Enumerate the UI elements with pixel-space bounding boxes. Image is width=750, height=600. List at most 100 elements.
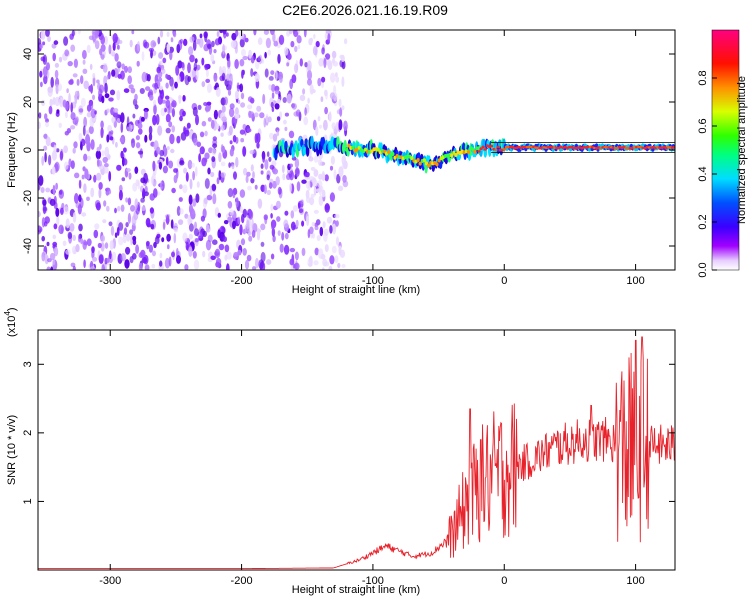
spectrogram-noise-blob (256, 105, 262, 112)
spectrogram-noise-blob (272, 32, 276, 43)
spectrogram-noise-blob (104, 82, 108, 94)
spectrogram-noise-blob (150, 40, 156, 48)
spectrogram-noise-blob (275, 200, 281, 209)
spectrogram-noise-blob (271, 92, 275, 99)
spectrogram-noise-blob (195, 166, 198, 177)
spectrogram-noise-blob (206, 83, 212, 93)
spectrogram-noise-blob (40, 30, 46, 40)
spectrogram-noise-blob (159, 85, 164, 91)
spectrogram-noise-blob (45, 187, 51, 193)
spectrogram-noise-blob (284, 112, 289, 117)
spectrogram-noise-blob (188, 46, 194, 56)
spectrogram-noise-blob (43, 134, 48, 139)
spectrogram-noise-blob (257, 37, 263, 45)
spectrogram-noise-blob (42, 203, 47, 215)
spectrogram-noise-blob (324, 106, 328, 115)
spectrogram-noise-blob (226, 251, 232, 260)
spectrogram-noise-blob (41, 99, 46, 107)
spectrogram-noise-blob (227, 201, 233, 209)
spectrogram-noise-blob (140, 197, 145, 203)
spectrogram-noise-blob (193, 62, 198, 71)
spectrogram-noise-blob (327, 33, 331, 43)
spectrogram-noise-blob (165, 82, 169, 89)
spectrogram-noise-blob (95, 202, 101, 211)
spectrogram-noise-blob (103, 200, 107, 207)
spectrogram-noise-blob (272, 168, 279, 175)
spectrogram-noise-blob (103, 167, 109, 174)
spectrogram-noise-blob (241, 69, 244, 79)
spectrogram-noise-blob (158, 161, 163, 170)
spectrogram-noise-blob (72, 265, 76, 270)
spectrogram-noise-blob (213, 73, 218, 82)
spectrogram-noise-blob (299, 94, 306, 102)
spectrogram-noise-blob (250, 164, 254, 172)
spectrogram-noise-blob (82, 68, 88, 75)
spectrogram-noise-blob (343, 120, 348, 132)
spectrogram-noise-blob (270, 70, 275, 75)
spectrogram-noise-blob (276, 216, 281, 222)
spectrogram-noise-blob (52, 258, 56, 266)
spectrogram-noise-blob (248, 235, 253, 242)
spectrogram-noise-blob (219, 30, 224, 34)
spectrogram-noise-blob (134, 93, 138, 101)
spectrogram-noise-blob (117, 205, 121, 212)
spectrogram-core-blob (351, 145, 355, 150)
spectrogram-noise-blob (216, 30, 220, 38)
spectrogram-noise-blob (226, 73, 230, 81)
spectrogram-noise-blob (179, 208, 184, 215)
spectrogram-noise-blob (247, 185, 252, 191)
spectrogram-noise-blob (256, 228, 261, 239)
spectrogram-noise-blob (299, 58, 303, 67)
spectrogram-noise-blob (86, 196, 90, 201)
spectrogram-noise-blob (138, 128, 143, 135)
spectrogram-core-blob (416, 158, 420, 162)
spectrogram-core-blob (475, 146, 479, 151)
spectrogram-noise-blob (256, 142, 260, 149)
spectrogram-noise-blob (140, 249, 146, 258)
spectrogram-noise-blob (248, 210, 254, 220)
spectrogram-noise-blob (120, 112, 125, 124)
spectrogram-noise-blob (242, 208, 247, 218)
colorbar-ticks: 0.0 0.2 0.4 0.6 0.8 (697, 70, 717, 278)
spectrogram-noise-blob (220, 144, 224, 153)
spectrogram-noise-blob (210, 54, 215, 62)
spectrogram-noise-blob (263, 117, 267, 128)
spectrogram-noise-blob (169, 50, 173, 61)
spectrogram-noise-blob (171, 85, 175, 91)
spectrogram-noise-blob (149, 94, 154, 101)
spectrogram-noise-blob (53, 40, 59, 45)
spectrogram-noise-blob (295, 219, 299, 228)
spectrogram-noise-blob (268, 76, 274, 81)
spectrogram-noise-blob (77, 30, 81, 35)
spectrogram-noise-blob (189, 54, 195, 63)
spectrogram-noise-blob (178, 95, 182, 100)
spectrogram-noise-blob (114, 232, 118, 239)
spectrogram-noise-blob (268, 84, 272, 91)
spectrogram-noise-blob (67, 61, 73, 67)
spectrogram-noise-blob (166, 31, 170, 37)
spectrogram-ylabel: Frequency (Hz) (6, 112, 18, 188)
spectrogram-noise-blob (204, 178, 210, 189)
spectrogram-noise-blob (171, 108, 175, 118)
spectrogram-core-blob (466, 150, 471, 154)
spectrogram-noise-blob (51, 150, 58, 161)
spectrogram-noise-blob (68, 158, 72, 168)
snr-xtick-label: -300 (99, 575, 121, 587)
spectrogram-noise-blob (287, 52, 292, 61)
spectrogram-noise-blob (308, 156, 314, 162)
spectrogram-noise-blob (130, 205, 136, 212)
spectrogram-noise-blob (173, 233, 177, 244)
spectrogram-noise-blob (335, 220, 339, 227)
spectrogram-noise-blob (258, 259, 264, 270)
spectrogram-noise-blob (321, 47, 325, 55)
spectrogram-noise-blob (145, 240, 150, 247)
spectrogram-noise-blob (301, 220, 305, 227)
spectrogram-noise-blob (207, 167, 211, 175)
spectrogram-noise-blob (85, 134, 91, 145)
spectrogram-noise-blob (232, 188, 236, 199)
spectrogram-noise-blob (251, 229, 256, 238)
spectrogram-noise-blob (185, 241, 189, 251)
spectrogram-noise-blob (91, 246, 95, 254)
spectrogram-noise-blob (61, 202, 65, 210)
spectrogram-noise-blob (224, 254, 228, 261)
